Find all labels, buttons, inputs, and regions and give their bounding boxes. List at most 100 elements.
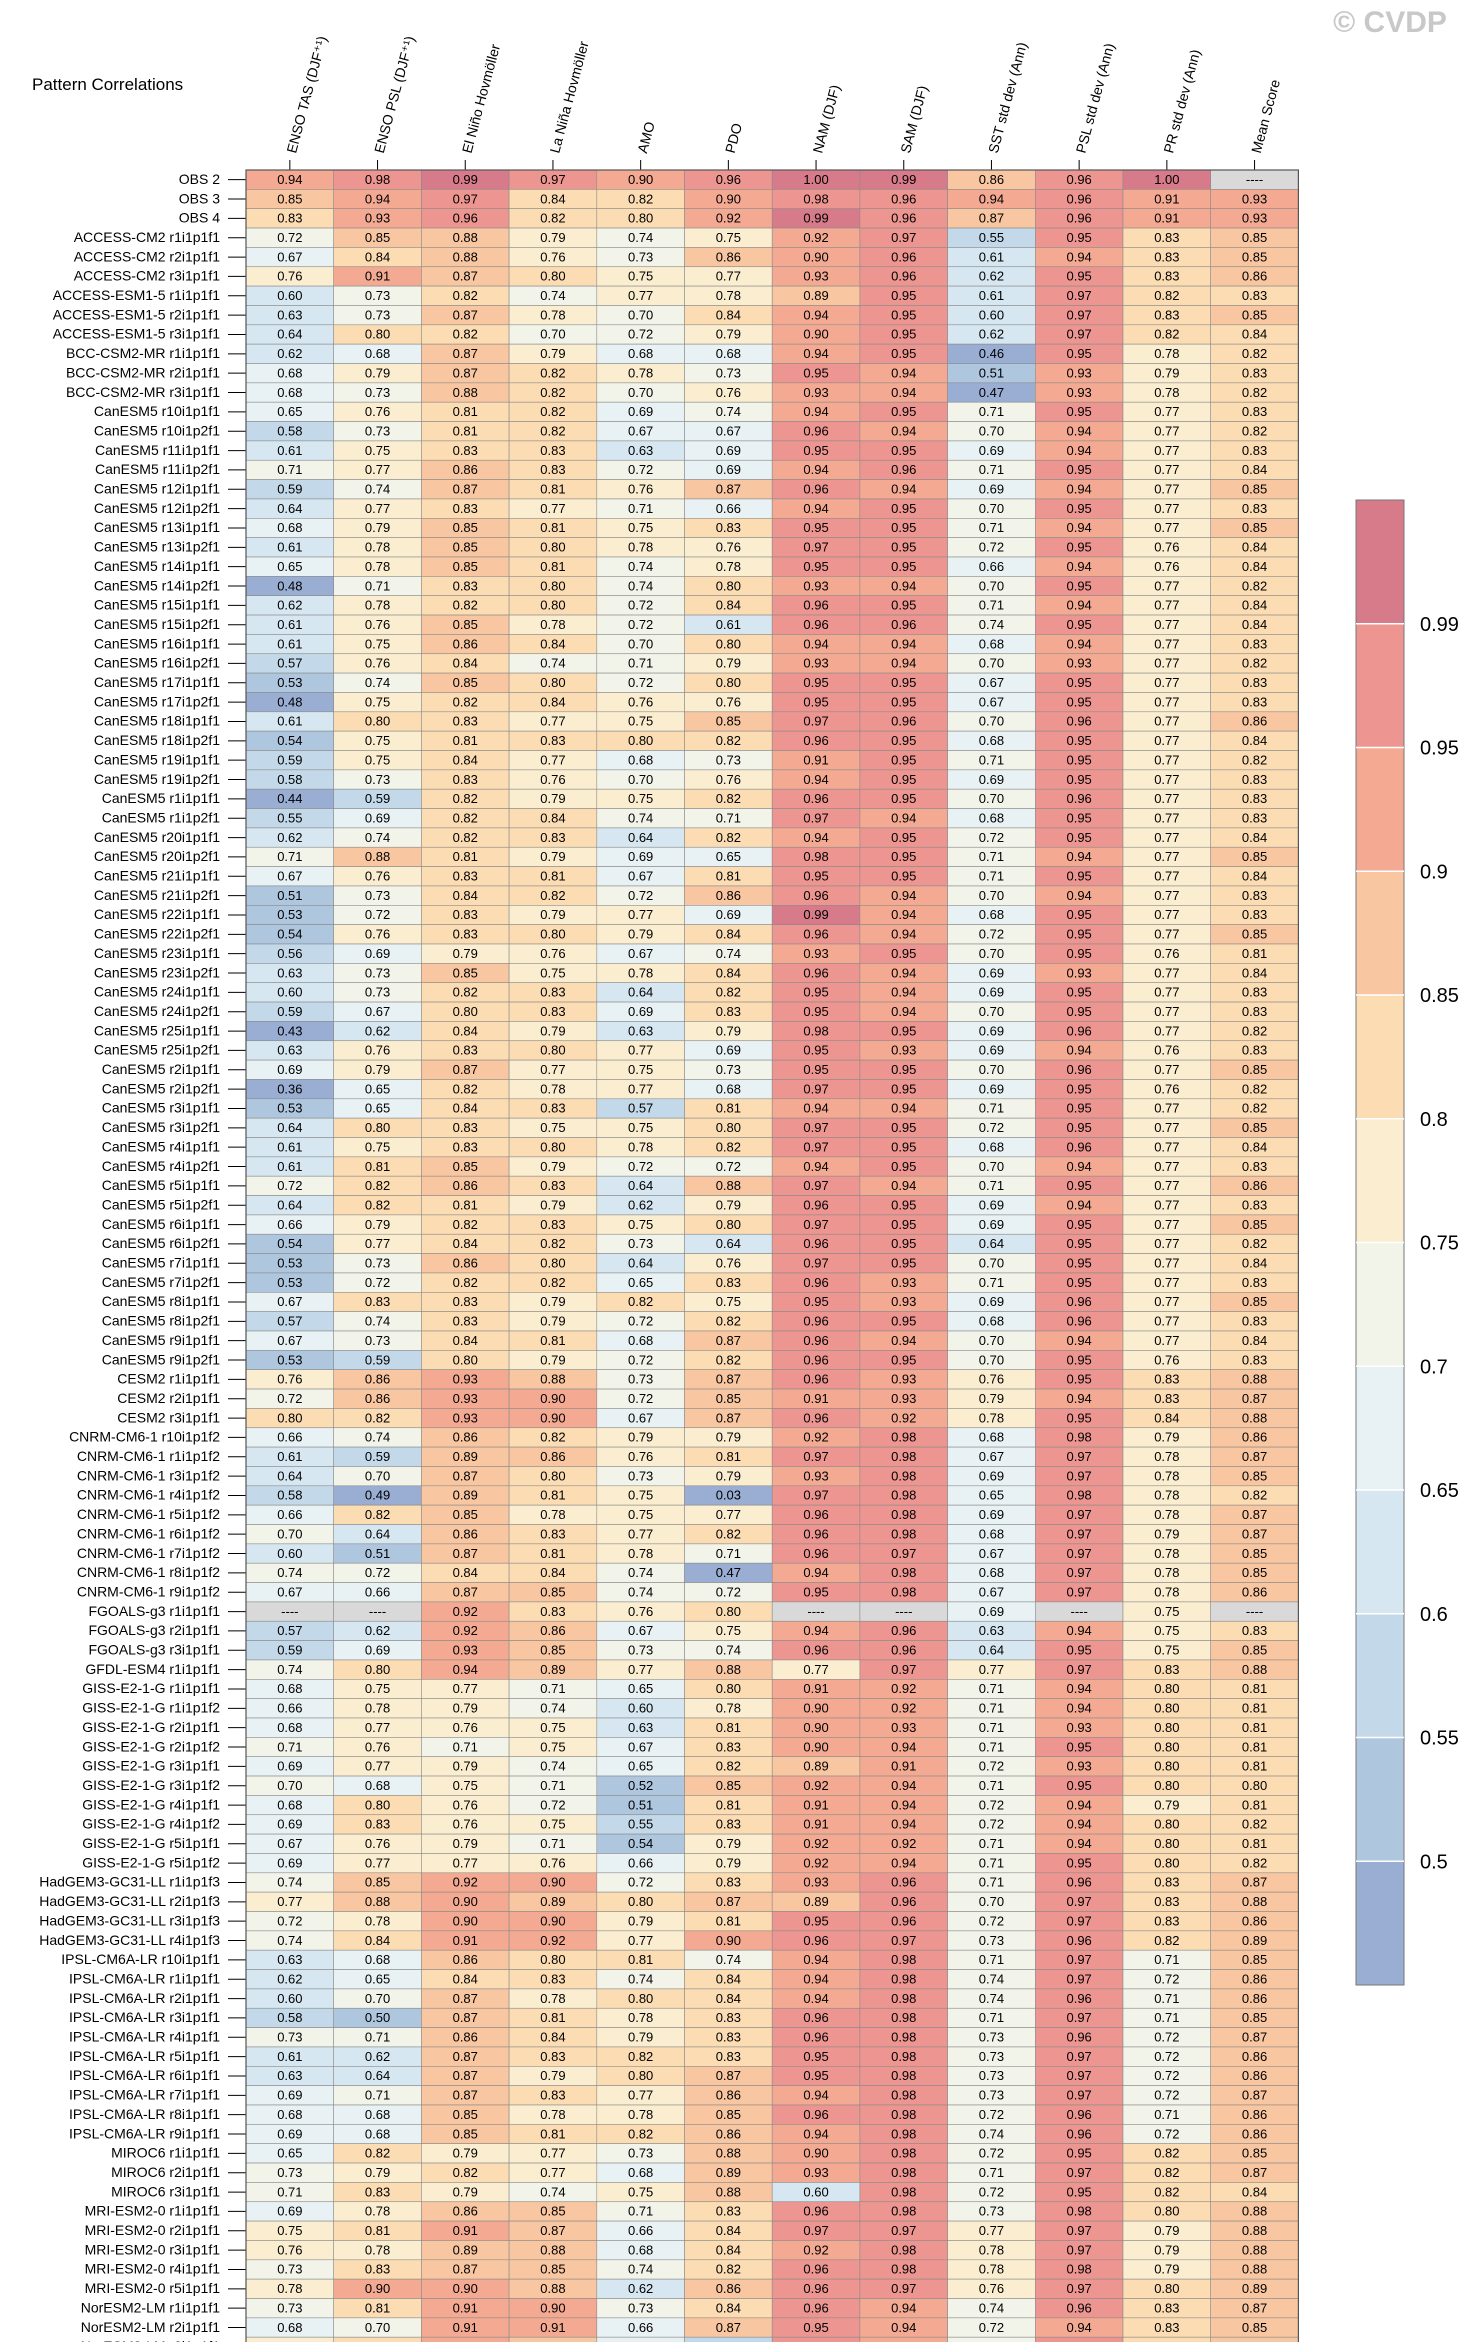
cell-value-label: 0.65 xyxy=(365,1971,390,1986)
cell-value-label: 0.93 xyxy=(1066,1720,1091,1735)
cell-value-label: 0.82 xyxy=(1154,288,1179,303)
cell-value-label: 0.51 xyxy=(365,1546,390,1561)
cell-value-label: 0.83 xyxy=(540,2088,565,2103)
cell-value-label: 0.83 xyxy=(453,714,478,729)
cell-value-label: 0.80 xyxy=(1154,1739,1179,1754)
cell-value-label: 0.77 xyxy=(1154,404,1179,419)
cell-value-label: 0.77 xyxy=(1154,501,1179,516)
cell-value-label: 0.89 xyxy=(1242,1933,1267,1948)
cell-value-label: 0.70 xyxy=(979,1062,1004,1077)
cell-value-label: 0.81 xyxy=(453,849,478,864)
cell-value-label: 0.92 xyxy=(540,1933,565,1948)
cell-value-label: 0.72 xyxy=(628,598,653,613)
cell-value-label: 0.83 xyxy=(716,1875,741,1890)
cell-value-label: 0.85 xyxy=(1242,2320,1267,2335)
cell-value-label: 0.96 xyxy=(1066,1875,1091,1890)
cell-value-label: 0.81 xyxy=(1242,946,1267,961)
cell-value-label: 0.77 xyxy=(277,1894,302,1909)
cell-value-label: 0.64 xyxy=(277,501,302,516)
cell-value-label: 0.96 xyxy=(803,1275,828,1290)
row-label: CanESM5 r14i1p2f1 xyxy=(94,577,220,593)
cell-value-label: 0.64 xyxy=(979,1236,1004,1251)
cell-value-label: 0.83 xyxy=(1242,985,1267,1000)
cell-value-label: 0.95 xyxy=(1066,810,1091,825)
cell-value-label: 0.95 xyxy=(1066,927,1091,942)
cell-value-label: 0.95 xyxy=(891,559,916,574)
cell-value-label: 0.74 xyxy=(628,1584,653,1599)
cell-value-label: 0.60 xyxy=(277,1991,302,2006)
cell-value-label: 0.67 xyxy=(365,1004,390,1019)
cell-value-label: 0.73 xyxy=(716,1062,741,1077)
cell-value-label: 0.95 xyxy=(1066,772,1091,787)
cell-value-label: 0.81 xyxy=(540,2126,565,2141)
cell-value-label: 0.82 xyxy=(453,985,478,1000)
cell-value-label: 0.81 xyxy=(540,869,565,884)
cell-value-label: 0.97 xyxy=(1066,288,1091,303)
cell-value-label: 0.96 xyxy=(803,423,828,438)
cell-value-label: 0.77 xyxy=(1154,423,1179,438)
cell-value-label: 0.68 xyxy=(365,346,390,361)
cell-value-label: 0.68 xyxy=(979,1314,1004,1329)
cell-value-label: 0.80 xyxy=(365,1120,390,1135)
cell-value-label: 0.99 xyxy=(891,172,916,187)
cell-value-label: 0.83 xyxy=(1154,307,1179,322)
cell-value-label: 0.70 xyxy=(979,1333,1004,1348)
cell-value-label: 0.69 xyxy=(716,462,741,477)
cell-value-label: 0.94 xyxy=(803,1159,828,1174)
cell-value-label: 0.71 xyxy=(979,1836,1004,1851)
cell-value-label: 0.79 xyxy=(628,1913,653,1928)
cell-value-label: 0.77 xyxy=(979,2223,1004,2238)
cell-value-label: 0.82 xyxy=(628,1294,653,1309)
cell-value-label: 0.85 xyxy=(1242,1643,1267,1658)
cell-value-label: 0.92 xyxy=(453,1875,478,1890)
row-label: CanESM5 r17i1p1f1 xyxy=(94,674,220,690)
cell-value-label: 0.98 xyxy=(803,1023,828,1038)
cell-value-label: 0.65 xyxy=(979,1488,1004,1503)
cell-value-label: 0.75 xyxy=(365,636,390,651)
cell-value-label: 0.94 xyxy=(1066,1333,1091,1348)
colorbar-tick-label: 0.65 xyxy=(1420,1480,1459,1502)
cell-value-label: 0.86 xyxy=(1242,2068,1267,2083)
cell-value-label: 0.94 xyxy=(1066,520,1091,535)
cell-value-label: 0.94 xyxy=(891,656,916,671)
cell-value-label: 0.87 xyxy=(1242,2088,1267,2103)
cell-value-label: 0.94 xyxy=(1066,636,1091,651)
row-label: BCC-CSM2-MR r1i1p1f1 xyxy=(66,345,220,361)
cell-value-label: 0.94 xyxy=(277,172,302,187)
cell-value-label: 0.75 xyxy=(628,1507,653,1522)
row-label: CanESM5 r19i1p1f1 xyxy=(94,751,220,767)
cell-value-label: 0.95 xyxy=(891,1023,916,1038)
cell-value-label: 0.75 xyxy=(1154,1604,1179,1619)
cell-value-label: 0.76 xyxy=(628,1604,653,1619)
cell-value-label: 0.77 xyxy=(1154,1256,1179,1271)
cell-value-label: 0.89 xyxy=(453,1449,478,1464)
cell-value-label: 0.97 xyxy=(803,1120,828,1135)
cell-value-label: 0.95 xyxy=(891,1081,916,1096)
cell-value-label: 0.79 xyxy=(1154,1797,1179,1812)
row-label: CNRM-CM6-1 r6i1p1f2 xyxy=(77,1525,220,1541)
cell-value-label: 0.94 xyxy=(453,1662,478,1677)
cell-value-label: 0.79 xyxy=(540,907,565,922)
cell-value-label: 0.82 xyxy=(453,288,478,303)
row-label: CanESM5 r10i1p2f1 xyxy=(94,422,220,438)
cell-value-label: 0.70 xyxy=(628,772,653,787)
cell-value-label: 0.78 xyxy=(979,1410,1004,1425)
row-label: CanESM5 r11i1p1f1 xyxy=(95,442,220,458)
cell-value-label: 0.66 xyxy=(628,1855,653,1870)
cell-value-label: 0.98 xyxy=(891,1565,916,1580)
cell-value-label: 0.90 xyxy=(540,2300,565,2315)
cell-value-label: 0.94 xyxy=(891,482,916,497)
cell-value-label: 0.71 xyxy=(979,1701,1004,1716)
cell-value-label: 0.71 xyxy=(540,1778,565,1793)
cell-value-label: 0.84 xyxy=(453,1101,478,1116)
row-label: CNRM-CM6-1 r1i1p1f2 xyxy=(77,1448,220,1464)
cell-value-label: 0.72 xyxy=(1154,1971,1179,1986)
cell-value-label: 0.61 xyxy=(979,288,1004,303)
row-label: FGOALS-g3 r1i1p1f1 xyxy=(88,1603,220,1619)
cell-value-label: 0.79 xyxy=(365,520,390,535)
cell-value-label: 0.70 xyxy=(628,636,653,651)
cell-value-label: 0.96 xyxy=(803,2204,828,2219)
cell-value-label: 0.86 xyxy=(716,249,741,264)
cell-value-label: 0.83 xyxy=(716,2204,741,2219)
cell-value-label: 0.62 xyxy=(628,1197,653,1212)
